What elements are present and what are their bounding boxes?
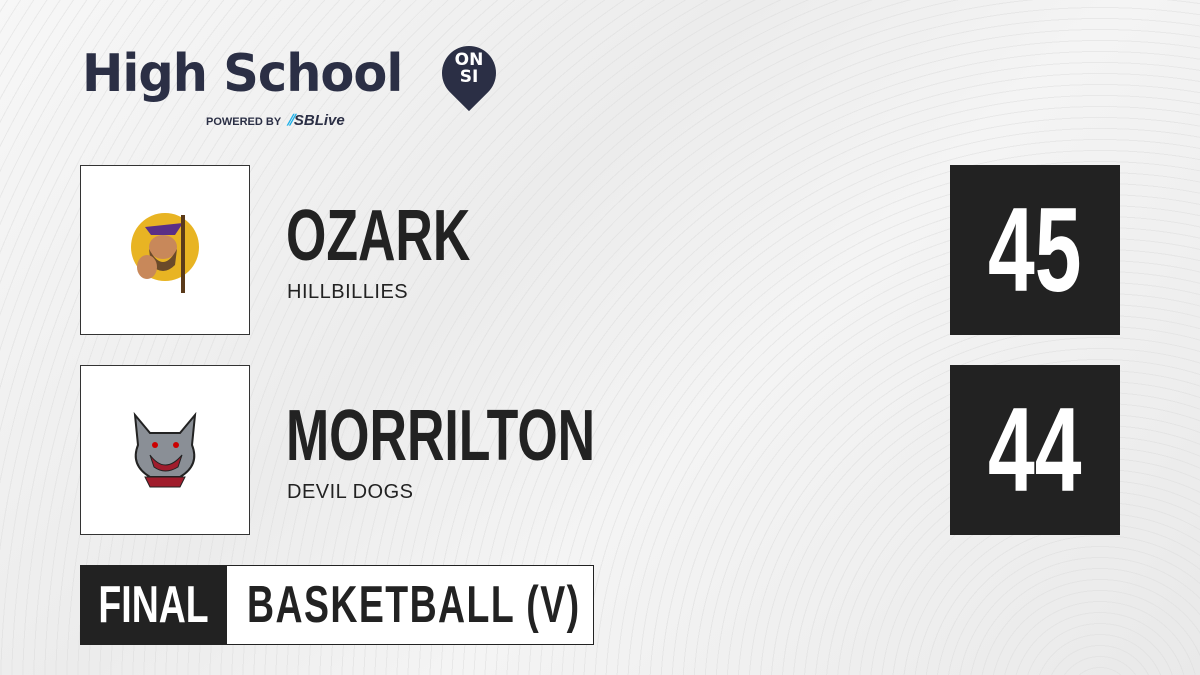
sport-label: BASKETBALL (V)	[247, 576, 581, 634]
high-school-on-si-logo: High School ON SI POWERED BY ⫽SBLive	[82, 34, 508, 129]
team-score: 44	[950, 365, 1120, 535]
devil-dog-mascot-icon	[133, 411, 197, 488]
team-mascot: DEVIL DOGS	[287, 481, 414, 503]
team-logo-ozark	[80, 165, 250, 335]
powered-by: POWERED BY ⫽SBLive	[206, 112, 345, 129]
sblive-logo: ⫽SBLive	[287, 112, 345, 129]
game-status-bar: FINAL BASKETBALL (V)	[80, 565, 594, 645]
status-badge: FINAL	[81, 566, 227, 644]
hillbilly-mascot-icon	[131, 213, 199, 293]
team-mascot: HILLBILLIES	[287, 281, 409, 303]
team-logo-morrilton	[80, 365, 250, 535]
logo-badge: ON SI	[454, 50, 484, 87]
team-score: 45	[950, 165, 1120, 335]
team-name: OZARK	[286, 196, 471, 276]
team-name: MORRILTON	[286, 396, 596, 476]
logo-title: High School	[82, 44, 403, 104]
